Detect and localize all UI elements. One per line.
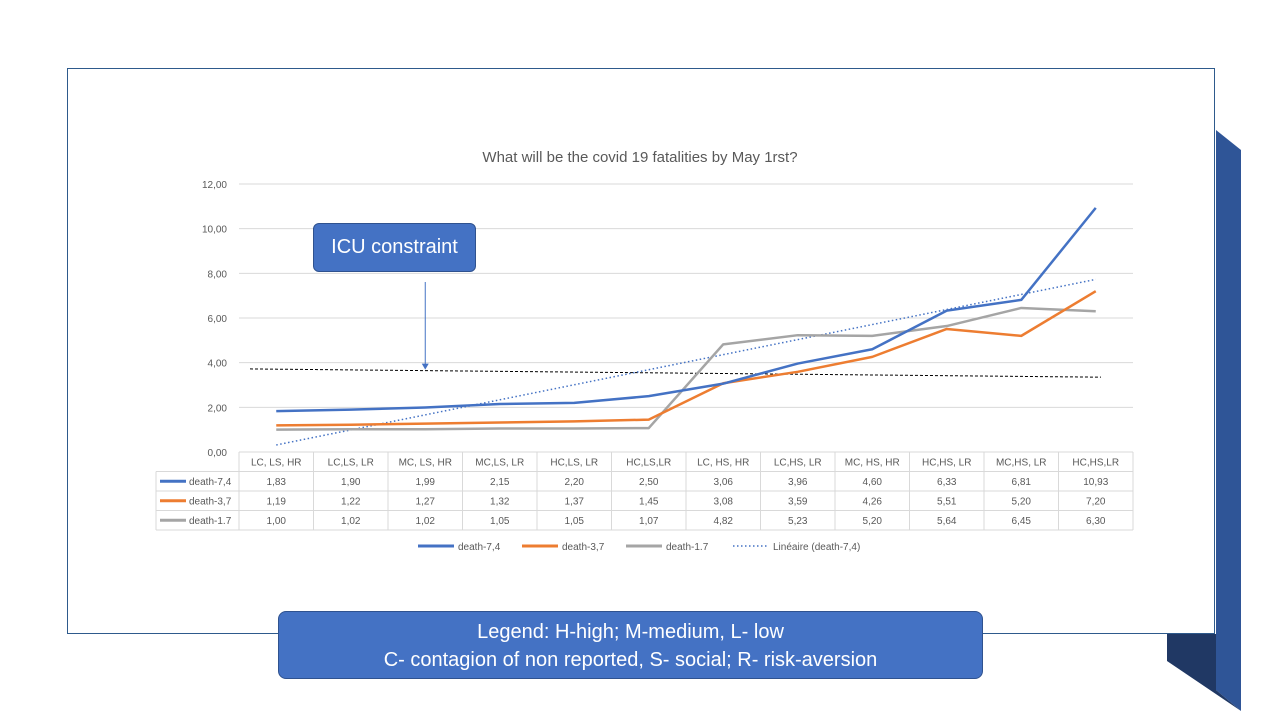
legend-line-1: Legend: H-high; M-medium, L- low [477,621,784,643]
category-label: LC, HS, HR [697,458,749,469]
legend-line-2: C- contagion of non reported, S- social;… [383,649,878,671]
series-line-death-7-4 [276,207,1097,413]
series-lines [249,207,1102,446]
legend-entry: death-3,7 [562,542,605,553]
series-line-death-3-7 [276,290,1097,427]
y-tick-label: 0,00 [208,448,228,459]
data-label: 4,26 [863,497,883,508]
data-label: 3,06 [714,477,734,488]
y-tick-label: 12,00 [202,180,227,191]
series-line-death-1-7 [276,306,1096,431]
category-label: LC,HS, LR [774,458,822,469]
data-label: 1,45 [639,497,659,508]
legend-entry: Linéaire (death-7,4) [773,542,860,553]
data-label: 2,15 [490,477,510,488]
data-label: 5,20 [863,516,883,527]
category-label: MC, HS, HR [845,458,900,469]
legend-explanation-box: Legend: H-high; M-medium, L- low C- cont… [278,611,983,679]
data-label: 5,64 [937,516,957,527]
data-label: 1,02 [341,516,361,527]
category-label: HC,LS,LR [626,458,671,469]
data-label: 1,27 [416,497,436,508]
data-label: 1,22 [341,497,361,508]
data-label: 1,90 [341,477,361,488]
data-label: 3,96 [788,477,808,488]
data-label: 1,83 [267,477,287,488]
data-table: LC, LS, HR LC,LS, LR MC, LS, HR MC,LS, LR HC… [155,451,1134,531]
table-series-name: death-3,7 [189,497,232,508]
icu-constraint-callout: ICU constraint [313,223,476,272]
data-label: 1,07 [639,516,659,527]
data-label: 1,02 [416,516,436,527]
category-label: MC,HS, LR [996,458,1047,469]
slide-frame [67,68,1215,634]
data-label: 1,19 [267,497,287,508]
data-label: 7,20 [1086,497,1106,508]
category-label: HC,LS, LR [550,458,598,469]
data-label: 1,37 [565,497,585,508]
data-label: 6,30 [1086,516,1106,527]
data-label: 6,81 [1012,477,1032,488]
data-label: 1,99 [416,477,436,488]
data-label: 2,50 [639,477,659,488]
icu-constraint-line [249,368,1102,378]
table-series-name: death-1.7 [189,516,232,527]
icu-arrow-head [421,363,429,370]
data-label: 1,32 [490,497,510,508]
y-tick-label: 10,00 [202,225,227,236]
data-label: 1,05 [490,516,510,527]
data-label: 3,08 [714,497,734,508]
y-tick-label: 8,00 [208,269,228,280]
gridlines [239,183,1133,408]
ribbon-back [1216,130,1241,711]
y-tick-label: 4,00 [208,359,228,370]
category-label: MC,LS, LR [475,458,524,469]
data-label: 3,59 [788,497,808,508]
y-tick-label: 2,00 [208,403,228,414]
y-tick-label: 6,00 [208,314,228,325]
chart-title: What will be the covid 19 fatalities by … [482,149,797,166]
ribbon-fold [1167,634,1241,711]
data-label: 5,20 [1012,497,1032,508]
table-series-name: death-7,4 [189,477,232,488]
legend-entry: death-1.7 [666,542,709,553]
data-label: 6,45 [1012,516,1032,527]
data-label: 5,51 [937,497,957,508]
y-axis-ticks: 0,00 2,00 4,00 6,00 8,00 10,00 12,00 [202,180,227,459]
trendline-death-7-4 [276,278,1096,446]
data-label: 1,00 [267,516,287,527]
data-label: 1,05 [565,516,585,527]
data-label: 10,93 [1083,477,1108,488]
category-label: MC, LS, HR [399,458,452,469]
data-label: 5,23 [788,516,808,527]
data-label: 4,60 [863,477,883,488]
chart-legend: death-7,4 death-3,7 death-1.7 Linéaire (dea… [418,542,860,553]
category-label: HC,HS, LR [922,458,971,469]
legend-entry: death-7,4 [458,542,501,553]
category-label: LC, LS, HR [251,458,302,469]
data-label: 2,20 [565,477,585,488]
category-label: HC,HS,LR [1072,458,1119,469]
category-label: LC,LS, LR [328,458,374,469]
icu-constraint-label: ICU constraint [331,236,458,258]
data-label: 4,82 [714,516,734,527]
data-label: 6,33 [937,477,957,488]
